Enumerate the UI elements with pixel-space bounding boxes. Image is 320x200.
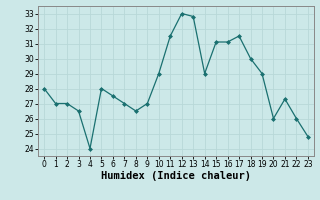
X-axis label: Humidex (Indice chaleur): Humidex (Indice chaleur) (101, 171, 251, 181)
